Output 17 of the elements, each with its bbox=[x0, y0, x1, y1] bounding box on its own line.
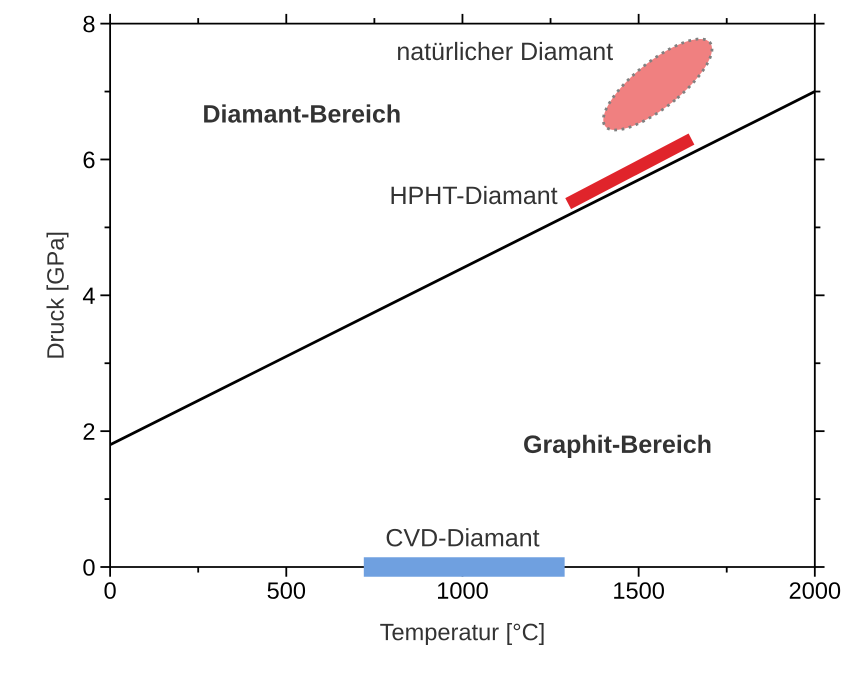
x-tick-label: 1000 bbox=[438, 582, 488, 599]
x-axis-title: Temperatur [°C] bbox=[380, 623, 544, 646]
x-tick-label: 500 bbox=[268, 582, 306, 599]
y-tick-label: 8 bbox=[83, 16, 94, 32]
y-axis-title: Druck [GPa] bbox=[46, 232, 69, 358]
x-tick-label: 1500 bbox=[614, 582, 664, 599]
annotation: CVD-Diamant bbox=[386, 528, 540, 547]
annotation: HPHT-Diamant bbox=[392, 186, 558, 204]
annotation: Graphit-Bereich bbox=[524, 434, 710, 458]
annotation: Diamant-Bereich bbox=[204, 104, 400, 123]
y-tick-label: 6 bbox=[84, 152, 94, 168]
y-tick-label: 4 bbox=[82, 288, 95, 304]
annotation: natürlicher Diamant bbox=[398, 42, 613, 60]
y-tick-label: 0 bbox=[83, 559, 95, 576]
x-tick-label: 2000 bbox=[790, 582, 840, 599]
y-tick-label: 2 bbox=[84, 423, 94, 440]
x-tick-label: 0 bbox=[104, 582, 116, 599]
